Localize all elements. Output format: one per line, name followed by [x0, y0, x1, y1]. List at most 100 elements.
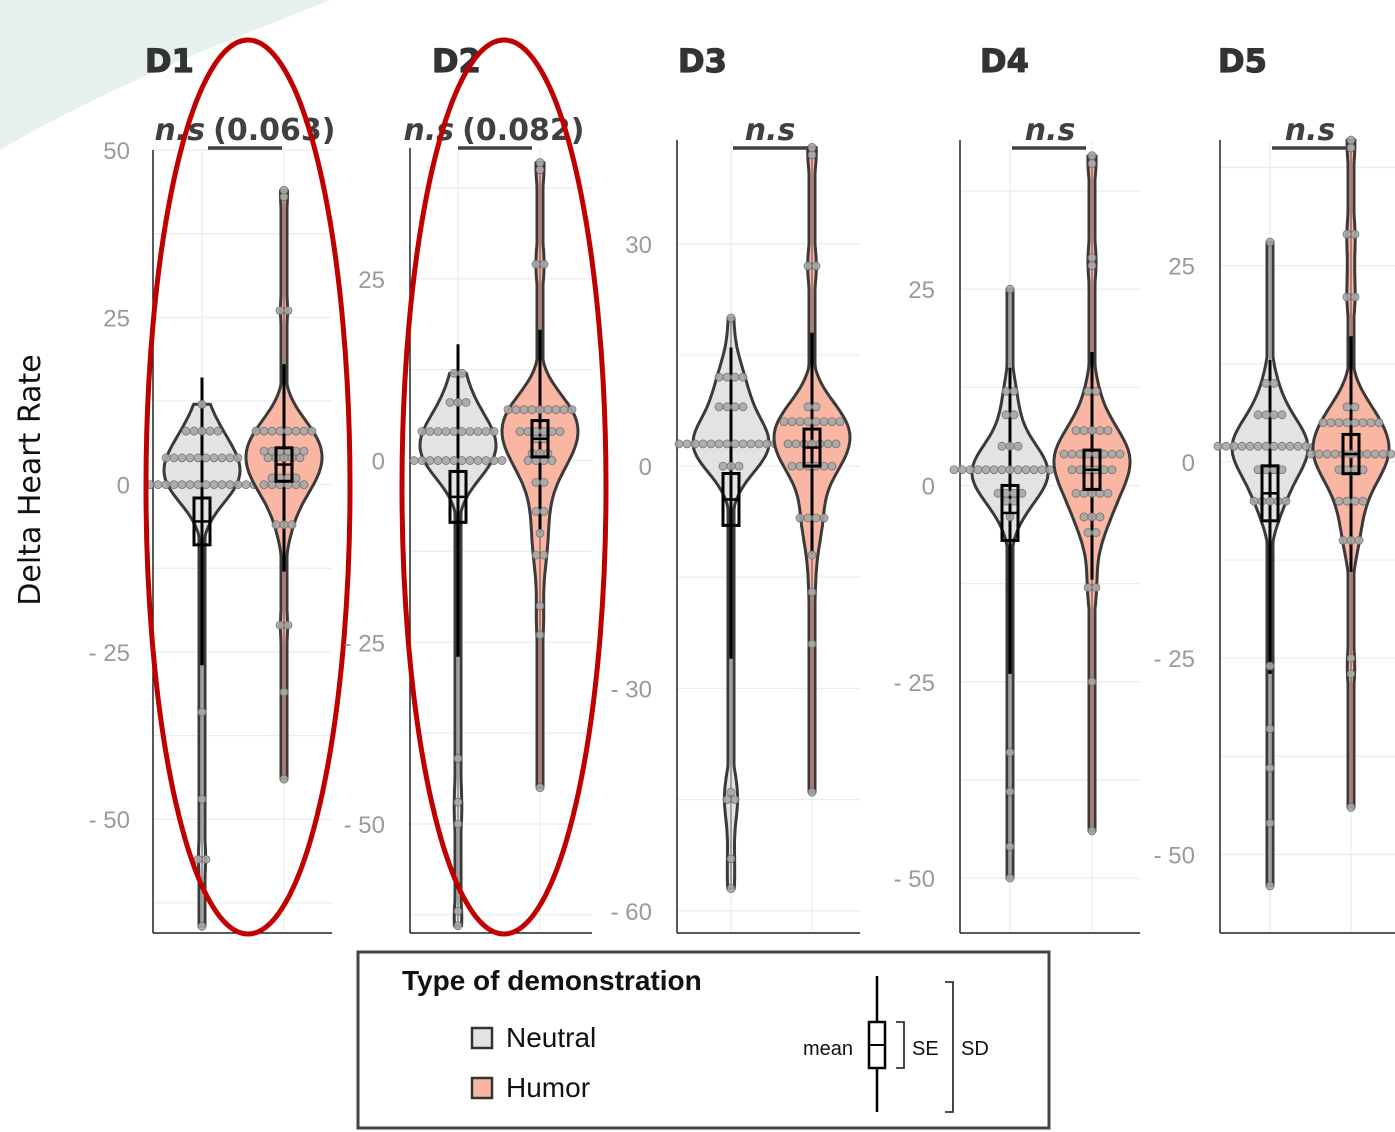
- data-point: [1322, 449, 1332, 459]
- data-point: [295, 453, 305, 463]
- data-point: [259, 426, 269, 436]
- data-point: [1087, 159, 1097, 168]
- data-point: [539, 550, 549, 560]
- data-point: [1245, 441, 1255, 451]
- data-point: [1091, 583, 1101, 592]
- violin-humor: [772, 143, 852, 797]
- data-point: [457, 427, 467, 436]
- data-point: [283, 426, 293, 436]
- data-point: [457, 456, 467, 465]
- data-point: [275, 620, 285, 630]
- data-point: [279, 520, 289, 530]
- data-point: [539, 477, 549, 487]
- background-swoosh: [0, 0, 330, 150]
- data-point: [1261, 378, 1271, 388]
- violin-humor: [1052, 151, 1132, 836]
- data-point: [1370, 449, 1380, 459]
- data-point: [457, 368, 467, 378]
- data-point: [1091, 386, 1101, 396]
- data-point: [225, 480, 235, 490]
- key-mean-label: mean: [803, 1038, 853, 1060]
- data-point: [1009, 386, 1019, 396]
- data-point: [1021, 465, 1031, 475]
- data-point: [1346, 653, 1356, 663]
- data-point: [957, 465, 967, 475]
- data-point: [283, 306, 293, 316]
- data-point: [197, 426, 207, 436]
- panel-title: D4: [980, 42, 1029, 80]
- data-point: [726, 787, 736, 797]
- violin-neutral: [145, 377, 259, 931]
- data-point: [197, 921, 207, 931]
- legend-label-humor: Humor: [506, 1072, 590, 1103]
- data-point: [807, 587, 817, 597]
- data-point: [185, 453, 195, 463]
- data-point: [409, 456, 419, 465]
- data-point: [1087, 253, 1097, 263]
- data-point: [535, 405, 545, 415]
- data-point: [1261, 410, 1271, 420]
- data-point: [453, 754, 463, 763]
- y-tick-label: 0: [1182, 450, 1195, 477]
- data-point: [1253, 410, 1263, 420]
- data-point: [787, 461, 797, 471]
- significance-label: n.s: [745, 113, 796, 148]
- data-point: [259, 480, 269, 490]
- data-point: [1037, 465, 1047, 475]
- data-point: [803, 513, 813, 523]
- data-point: [1091, 528, 1101, 537]
- data-point: [682, 439, 692, 449]
- data-point: [453, 397, 463, 407]
- data-point: [489, 456, 499, 465]
- data-point: [197, 707, 207, 717]
- data-point: [831, 439, 841, 449]
- data-point: [1079, 426, 1089, 435]
- y-tick-label: - 60: [611, 899, 652, 926]
- data-point: [1350, 418, 1360, 428]
- data-point: [762, 439, 772, 449]
- data-point: [726, 884, 736, 893]
- data-points: [1306, 135, 1395, 812]
- data-point: [433, 427, 443, 436]
- key-sd-bracket: [945, 981, 954, 1113]
- data-point: [730, 402, 740, 412]
- data-point: [1265, 818, 1275, 828]
- y-tick-label: 0: [922, 473, 935, 500]
- data-point: [481, 427, 491, 436]
- data-point: [279, 774, 289, 784]
- data-point: [1350, 292, 1360, 302]
- panel-title: D1: [145, 42, 194, 80]
- data-point: [1281, 496, 1291, 506]
- data-point: [738, 402, 748, 412]
- data-point: [535, 783, 545, 793]
- data-point: [217, 480, 227, 490]
- data-point: [1029, 465, 1039, 475]
- y-tick-label: - 25: [894, 670, 935, 697]
- data-point: [1001, 410, 1011, 420]
- data-point: [241, 480, 251, 490]
- data-point: [161, 480, 171, 490]
- y-tick-label: - 25: [344, 630, 385, 657]
- data-point: [1334, 418, 1344, 428]
- data-point: [1087, 426, 1097, 435]
- significance-label: n.s (0.082): [404, 113, 585, 148]
- data-point: [555, 427, 565, 436]
- data-point: [674, 439, 684, 449]
- data-point: [1005, 465, 1015, 475]
- data-point: [738, 439, 748, 449]
- data-point: [690, 439, 700, 449]
- data-point: [1350, 229, 1360, 239]
- data-point: [169, 480, 179, 490]
- legend: Type of demonstration Neutral Humor mean SE S…: [356, 950, 1051, 1130]
- data-point: [1306, 449, 1316, 459]
- data-point: [718, 461, 728, 471]
- data-point: [531, 507, 541, 516]
- data-point: [535, 158, 545, 167]
- data-point: [819, 417, 829, 427]
- panel-d1: 50 25 0 - 25 - 50 D1 n.s (0.063): [89, 37, 353, 937]
- data-point: [209, 480, 219, 490]
- data-point: [1107, 465, 1117, 475]
- data-point: [1346, 143, 1356, 153]
- legend-key-glyph: [867, 976, 954, 1113]
